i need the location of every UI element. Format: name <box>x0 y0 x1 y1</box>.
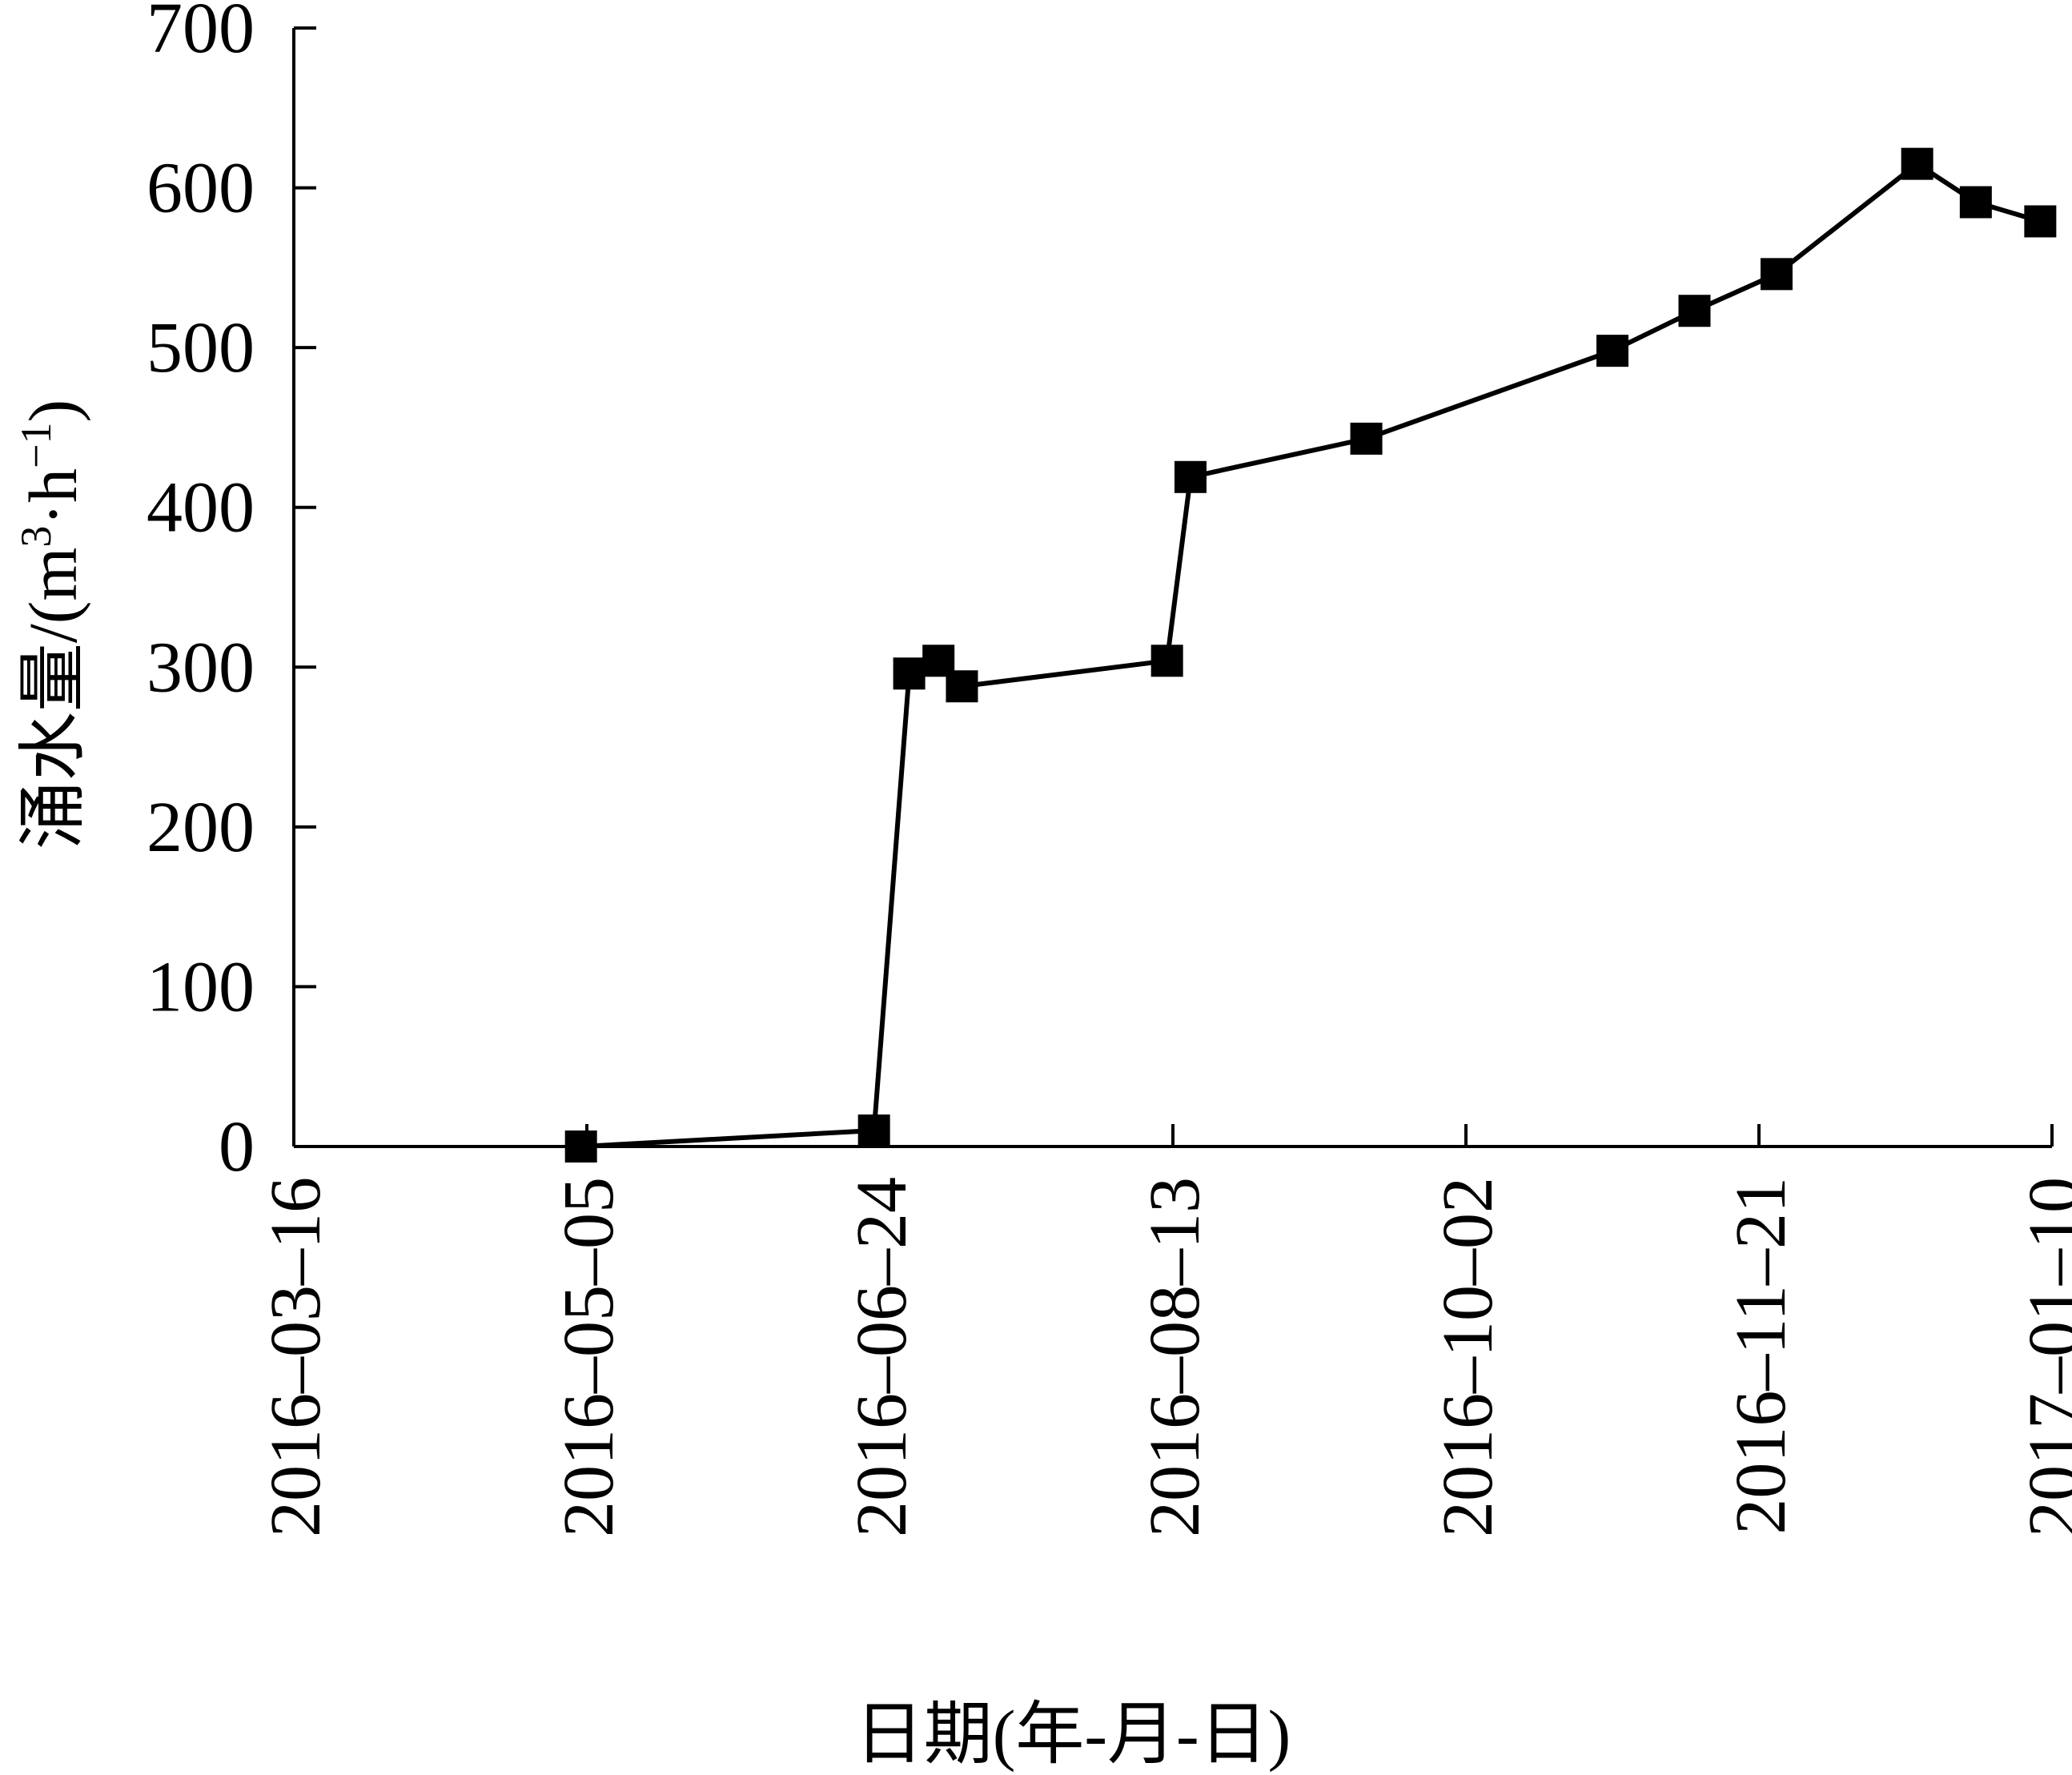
y-axis-title-mid: ·h <box>14 468 91 526</box>
x-axis-title: 日期(年-月-日) <box>855 1696 1291 1773</box>
y-tick-label: 700 <box>147 0 255 68</box>
data-point <box>893 657 926 690</box>
series-group <box>564 147 2057 1163</box>
axes: 0 100 200 300 400 500 600 700 2016–03–16 2016–05–… <box>147 0 2072 1537</box>
data-point <box>1760 258 1793 291</box>
y-axis-title-sup2: −1 <box>12 423 60 468</box>
y-tick-label: 400 <box>147 468 255 548</box>
data-point <box>1596 335 1628 367</box>
x-tick-label: 2016–08–13 <box>1135 1177 1215 1537</box>
y-axis-title: 涌水量/(m3·h−1) <box>12 400 91 849</box>
data-point <box>1959 186 1992 219</box>
data-point <box>857 1114 890 1147</box>
x-tick-label: 2016–05–05 <box>549 1177 628 1537</box>
data-point <box>946 670 978 703</box>
x-tick-label: 2016–10–02 <box>1428 1177 1508 1537</box>
data-point <box>2024 205 2057 238</box>
series-line <box>580 160 2042 1149</box>
y-tick-label: 200 <box>147 788 255 867</box>
y-tick-label: 0 <box>219 1107 255 1187</box>
x-tick-label: 2016–03–16 <box>256 1177 335 1537</box>
x-tick-label: 2016–11–21 <box>1721 1177 1801 1535</box>
y-axis-title-sup1: 3 <box>12 526 60 548</box>
data-point <box>1174 460 1207 493</box>
y-axis-title-main: 涌水量/(m <box>14 548 91 849</box>
y-axis-title-end: ) <box>14 400 91 423</box>
y-tick-label: 500 <box>147 308 255 388</box>
y-tick-label: 100 <box>147 947 255 1026</box>
x-tick-label: 2017–01–10 <box>2014 1177 2072 1537</box>
y-tick-label: 600 <box>147 149 255 228</box>
data-point <box>1901 147 1933 180</box>
data-point <box>1150 645 1183 677</box>
data-point <box>1678 295 1711 327</box>
x-tick-label: 2016–06–24 <box>842 1177 922 1537</box>
data-point <box>564 1130 597 1163</box>
data-point <box>1350 422 1383 455</box>
y-tick-label: 300 <box>147 628 255 707</box>
